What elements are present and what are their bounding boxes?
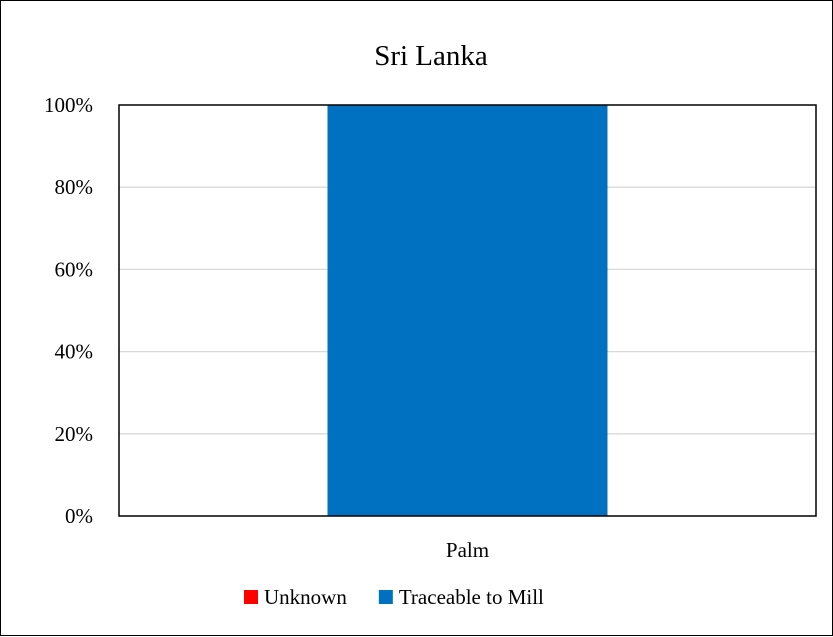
legend-swatch xyxy=(244,590,258,604)
y-axis-ticks: 0% 20% 40% 60% 80% 100% xyxy=(44,93,93,528)
plot-area xyxy=(118,104,817,517)
y-tick-label: 80% xyxy=(55,175,94,199)
y-tick-label: 100% xyxy=(44,93,93,117)
legend-swatch xyxy=(378,590,393,604)
y-tick-label: 0% xyxy=(65,504,93,528)
chart-title: Sri Lanka xyxy=(374,40,488,72)
x-axis-ticks: Palm xyxy=(446,538,489,562)
y-tick-label: 20% xyxy=(55,422,94,446)
y-tick-label: 60% xyxy=(55,257,94,281)
legend-label: Unknown xyxy=(264,585,347,609)
legend-label: Traceable to Mill xyxy=(399,585,544,609)
bar-segment xyxy=(327,105,608,516)
bars xyxy=(327,105,608,516)
x-tick-label: Palm xyxy=(446,538,489,562)
y-tick-label: 40% xyxy=(55,340,94,364)
legend: Unknown Traceable to Mill xyxy=(244,585,544,609)
